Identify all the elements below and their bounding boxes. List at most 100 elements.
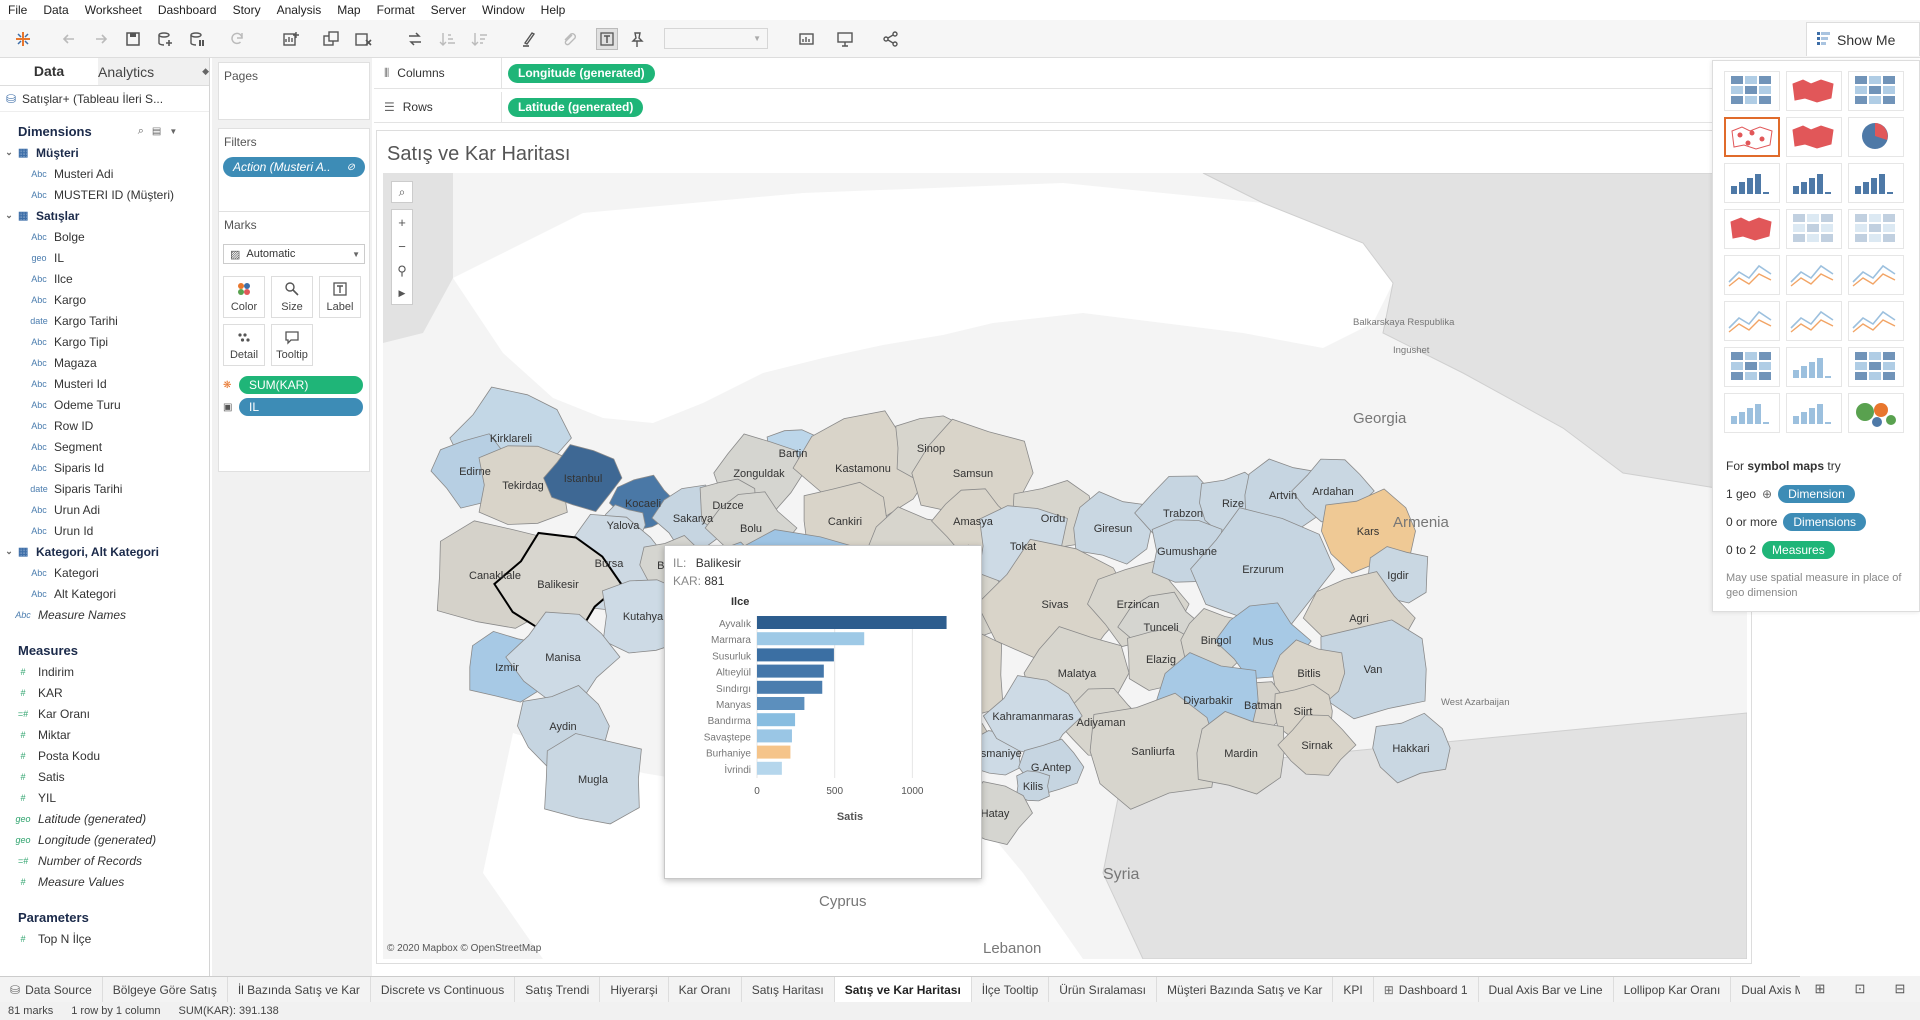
- tooltip-bar[interactable]: [757, 632, 865, 646]
- data-source-item[interactable]: ⛁ Satışlar+ (Tableau İleri S...: [0, 86, 209, 112]
- tooltip-bar[interactable]: [757, 648, 834, 662]
- show-me-button[interactable]: Show Me: [1806, 22, 1920, 56]
- tab-data[interactable]: Data: [0, 58, 99, 85]
- undo-icon[interactable]: [58, 28, 80, 50]
- menu-arrow-icon[interactable]: ▼: [169, 126, 178, 136]
- filters-card[interactable]: Filters Action (Musteri A.. ⊘: [218, 128, 370, 212]
- show-me-heat-map[interactable]: [1786, 71, 1842, 111]
- show-me-highlight-table[interactable]: [1848, 71, 1904, 111]
- dimension-field[interactable]: Abc Bolge: [0, 226, 209, 247]
- sheet-tab[interactable]: Satış Haritası: [742, 977, 835, 1002]
- show-me-gantt[interactable]: [1724, 393, 1780, 433]
- sheet-tab[interactable]: Kar Oranı: [669, 977, 742, 1002]
- province-hakkari[interactable]: [1372, 712, 1451, 784]
- measure-field[interactable]: =# Number of Records: [0, 850, 209, 871]
- duplicate-sheet-icon[interactable]: [320, 28, 342, 50]
- sheet-tab[interactable]: Dual Axis Bar ve Line: [1479, 977, 1614, 1002]
- pause-updates-icon[interactable]: [186, 28, 208, 50]
- fix-axes-icon[interactable]: [626, 28, 648, 50]
- columns-shelf[interactable]: ⦀ Columns Longitude (generated): [374, 58, 1714, 89]
- show-me-treemap[interactable]: [1724, 209, 1780, 249]
- sheet-tab[interactable]: Satış ve Kar Haritası: [834, 977, 972, 1002]
- refresh-icon[interactable]: [226, 28, 248, 50]
- clear-sheet-icon[interactable]: [352, 28, 374, 50]
- dimension-field[interactable]: Abc Ilce: [0, 268, 209, 289]
- show-me-side-by-side-bar[interactable]: [1848, 163, 1904, 203]
- menu-help[interactable]: Help: [540, 3, 566, 17]
- measure-names-field[interactable]: Abc Measure Names: [0, 604, 209, 625]
- dimension-field[interactable]: Abc Musteri Id: [0, 373, 209, 394]
- pages-card[interactable]: Pages: [218, 62, 370, 120]
- measure-field[interactable]: geo Longitude (generated): [0, 829, 209, 850]
- measure-field[interactable]: # Satis: [0, 766, 209, 787]
- dimension-folder[interactable]: ⌄ ▦ Satışlar: [0, 205, 209, 226]
- filter-pill[interactable]: Action (Musteri A.. ⊘: [223, 157, 365, 177]
- show-me-area-continuous[interactable]: [1724, 301, 1780, 341]
- measure-field[interactable]: geo Latitude (generated): [0, 808, 209, 829]
- new-story-tab-icon[interactable]: ⊟: [1894, 981, 1906, 996]
- dimension-field[interactable]: Abc Kargo Tipi: [0, 331, 209, 352]
- map-canvas[interactable]: Georgia Armenia Syria Cyprus Lebanon Balkarsk…: [383, 173, 1747, 959]
- dimension-field[interactable]: Abc Row ID: [0, 415, 209, 436]
- group-members-icon[interactable]: [558, 28, 580, 50]
- show-me-dual-combination[interactable]: [1848, 301, 1904, 341]
- swap-rows-columns-icon[interactable]: [404, 28, 426, 50]
- size-button[interactable]: Size: [271, 276, 313, 318]
- tooltip-bar[interactable]: [757, 745, 791, 759]
- fit-dropdown[interactable]: ▼: [664, 28, 768, 49]
- view-options-icon[interactable]: ▤: [151, 125, 162, 137]
- province-erzurum[interactable]: [1190, 507, 1335, 631]
- show-me-pie-chart[interactable]: [1848, 117, 1904, 157]
- province-istanbul[interactable]: [543, 444, 623, 512]
- measure-field[interactable]: # Miktar: [0, 724, 209, 745]
- detail-button[interactable]: Detail: [223, 324, 265, 366]
- province-kilis[interactable]: [1015, 770, 1051, 802]
- dimension-field[interactable]: Abc Urun Adi: [0, 499, 209, 520]
- new-dashboard-tab-icon[interactable]: ⊡: [1854, 981, 1866, 996]
- collapse-icon[interactable]: ⌄: [5, 210, 13, 220]
- sort-descending-icon[interactable]: [468, 28, 490, 50]
- tooltip-bar[interactable]: [757, 729, 792, 743]
- tableau-logo-icon[interactable]: [12, 28, 34, 50]
- tooltip-bar[interactable]: [757, 713, 796, 727]
- map-svg[interactable]: Georgia Armenia Syria Cyprus Lebanon Balkarsk…: [383, 173, 1747, 959]
- province-tekirdag[interactable]: [478, 445, 568, 525]
- sheet-tab[interactable]: Discrete vs Continuous: [371, 977, 516, 1002]
- menu-dashboard[interactable]: Dashboard: [157, 3, 217, 17]
- dimension-field[interactable]: Abc Segment: [0, 436, 209, 457]
- tooltip-bar[interactable]: [757, 761, 782, 775]
- sheet-tab[interactable]: ⛁ Data Source: [0, 977, 103, 1002]
- il-pill[interactable]: IL: [239, 398, 363, 416]
- tab-analytics[interactable]: Analytics ◆: [98, 58, 209, 85]
- new-datasource-icon[interactable]: [154, 28, 176, 50]
- show-me-scatter[interactable]: [1724, 347, 1780, 387]
- collapse-icon[interactable]: ⌄: [5, 546, 13, 556]
- show-me-line-continuous[interactable]: [1724, 255, 1780, 295]
- show-me-box-whisker[interactable]: [1848, 347, 1904, 387]
- province-mardin[interactable]: [1196, 711, 1285, 795]
- rows-shelf[interactable]: ☰ Rows Latitude (generated): [374, 92, 1714, 123]
- dimension-field[interactable]: Abc MUSTERI ID (Müşteri): [0, 184, 209, 205]
- menu-data[interactable]: Data: [43, 3, 69, 17]
- show-me-symbol-map[interactable]: [1724, 117, 1780, 157]
- menu-story[interactable]: Story: [232, 3, 261, 17]
- measure-field[interactable]: =# Kar Oranı: [0, 703, 209, 724]
- show-me-histogram[interactable]: [1786, 347, 1842, 387]
- tooltip-bar[interactable]: [757, 697, 805, 710]
- dimension-field[interactable]: Abc Odeme Turu: [0, 394, 209, 415]
- show-me-area-discrete[interactable]: [1786, 301, 1842, 341]
- rows-pill[interactable]: Latitude (generated): [508, 97, 644, 117]
- province-sanliurfa[interactable]: [1089, 692, 1218, 810]
- menu-worksheet[interactable]: Worksheet: [84, 3, 142, 17]
- province-mugla[interactable]: [544, 733, 642, 825]
- new-worksheet-tab-icon[interactable]: ⊞: [1814, 981, 1826, 996]
- parameter-field[interactable]: # Top N İlçe: [0, 928, 209, 949]
- dimension-field[interactable]: Abc Magaza: [0, 352, 209, 373]
- show-me-dual-line[interactable]: [1848, 255, 1904, 295]
- dimension-field[interactable]: Abc Kategori: [0, 562, 209, 583]
- dimension-field[interactable]: date Siparis Tarihi: [0, 478, 209, 499]
- sum-kar-pill[interactable]: SUM(KAR): [239, 376, 363, 394]
- show-me-circle-view[interactable]: [1786, 209, 1842, 249]
- sheet-tab[interactable]: İl Bazında Satış ve Kar: [228, 977, 371, 1002]
- present-icon[interactable]: [834, 28, 856, 50]
